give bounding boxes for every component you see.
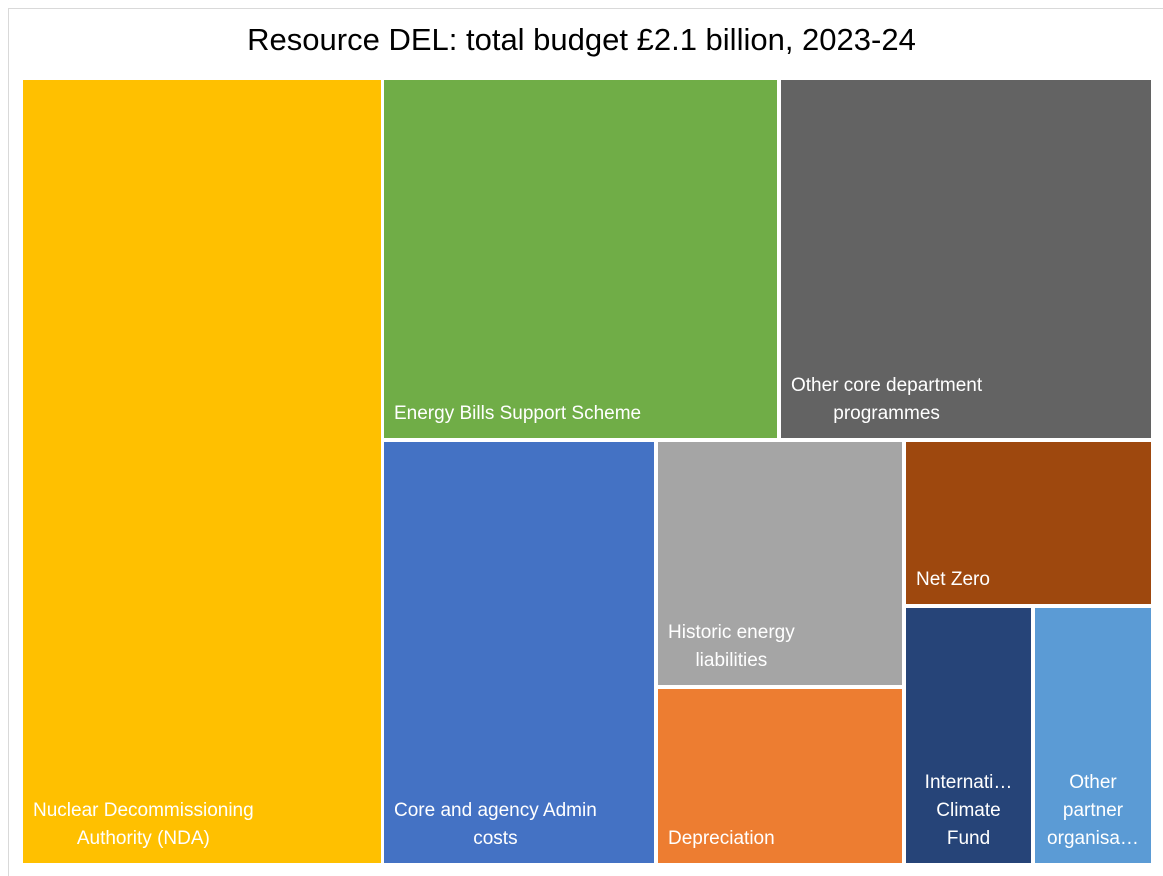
chart-title: Resource DEL: total budget £2.1 billion,…: [247, 22, 916, 57]
tile-energy-bills-support-scheme: Energy Bills Support Scheme: [384, 80, 777, 438]
tile-label: Nuclear Decommissioning Authority (NDA): [33, 800, 254, 849]
tile-label: Net Zero: [916, 569, 990, 590]
tile-nda: Nuclear Decommissioning Authority (NDA): [23, 80, 381, 863]
tile-depreciation: Depreciation: [658, 689, 902, 863]
tile-label: Depreciation: [668, 828, 775, 849]
tile-label: Other core department programmes: [791, 375, 983, 424]
tile-label: Core and agency Admin costs: [394, 800, 597, 849]
tile-core-and-agency-admin-costs: Core and agency Admin costs: [384, 442, 654, 863]
tile-net-zero: Net Zero: [906, 442, 1151, 604]
tile-label: Energy Bills Support Scheme: [394, 403, 642, 424]
chart-frame: [8, 8, 1163, 876]
tile-label: Other partner organisa…: [1047, 772, 1139, 849]
tile-historic-energy-liabilities: Historic energy liabilities: [658, 442, 902, 685]
tile-label: Historic energy liabilities: [668, 622, 795, 671]
tile-international-climate-fund: Internati… Climate Fund: [906, 608, 1031, 863]
tile-other-partner-organisations: Other partner organisa…: [1035, 608, 1151, 863]
tile-label: Internati… Climate Fund: [924, 772, 1013, 849]
tile-other-core-department-programmes: Other core department programmes: [781, 80, 1151, 438]
